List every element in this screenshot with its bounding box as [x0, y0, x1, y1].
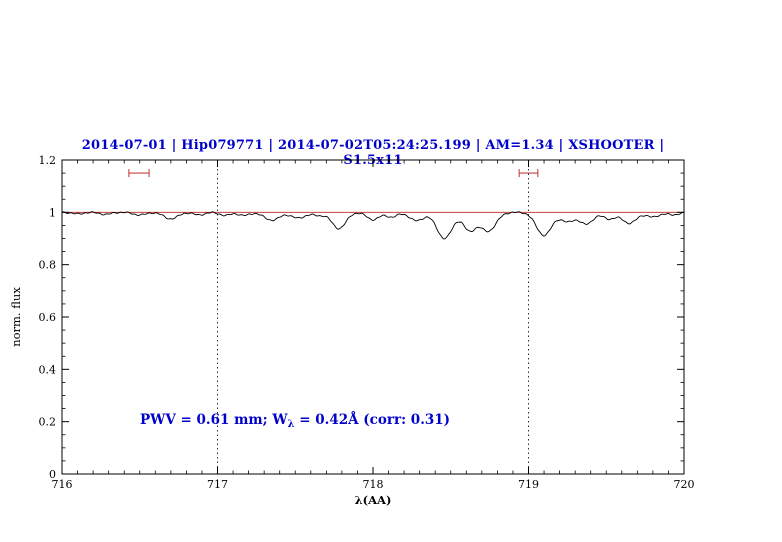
y-tick-label: 0.6: [39, 311, 57, 324]
x-tick-label: 716: [52, 478, 73, 491]
y-tick-label: 1.2: [39, 154, 57, 167]
y-tick-label: 0.8: [39, 259, 57, 272]
x-tick-label: 718: [363, 478, 384, 491]
pwv-annotation-prefix: PWV = 0.61 mm; W: [140, 412, 288, 428]
y-tick-label: 0: [49, 468, 56, 481]
spectrum-line: [61, 211, 685, 240]
y-tick-label: 0.2: [39, 416, 57, 429]
x-tick-label: 719: [518, 478, 539, 491]
pwv-annotation-suffix: = 0.42Å (corr: 0.31): [294, 412, 451, 428]
x-tick-label: 720: [674, 478, 695, 491]
y-tick-label: 0.4: [39, 363, 57, 376]
x-tick-label: 717: [207, 478, 228, 491]
y-axis-label: norm. flux: [9, 287, 23, 347]
pwv-annotation-lambda-subscript: λ: [287, 419, 295, 430]
y-tick-label: 1: [49, 206, 56, 219]
x-axis-label: λ(AA): [355, 493, 392, 507]
pwv-annotation: PWV = 0.61 mm; Wλ = 0.42Å (corr: 0.31): [140, 412, 450, 430]
